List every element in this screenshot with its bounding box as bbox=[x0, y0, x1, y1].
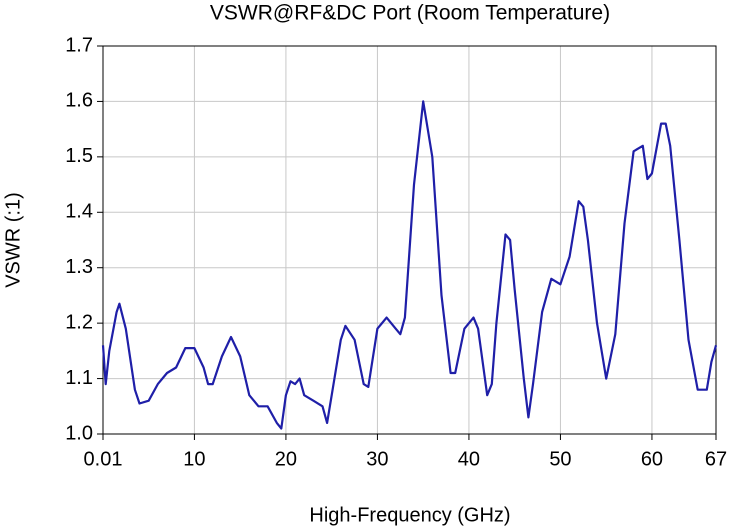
y-tick-label: 1.7 bbox=[65, 34, 93, 56]
y-tick-label: 1.6 bbox=[65, 90, 93, 112]
x-axis-label: High-Frequency (GHz) bbox=[309, 504, 510, 526]
y-tick-label: 1.5 bbox=[65, 145, 93, 167]
data-line bbox=[101, 100, 718, 430]
chart-title: VSWR@RF&DC Port (Room Temperature) bbox=[210, 2, 610, 25]
x-tick-label: 10 bbox=[183, 448, 205, 470]
y-tick-label: 1.3 bbox=[65, 256, 93, 278]
x-tick-label: 0.01 bbox=[84, 448, 123, 470]
y-tick-label: 1.4 bbox=[65, 201, 93, 223]
x-tick-label: 50 bbox=[549, 448, 571, 470]
y-tick-label: 1.1 bbox=[65, 367, 93, 389]
x-tick-label: 40 bbox=[458, 448, 480, 470]
x-tick-label: 30 bbox=[366, 448, 388, 470]
plot-frame bbox=[102, 45, 717, 435]
x-tick-label: 20 bbox=[275, 448, 297, 470]
y-tick-label: 1.0 bbox=[65, 422, 93, 444]
y-tick-label: 1.2 bbox=[65, 311, 93, 333]
y-axis-label: VSWR (:1) bbox=[2, 192, 24, 288]
x-tick-label: 60 bbox=[641, 448, 663, 470]
x-tick-label: 67 bbox=[705, 448, 727, 470]
